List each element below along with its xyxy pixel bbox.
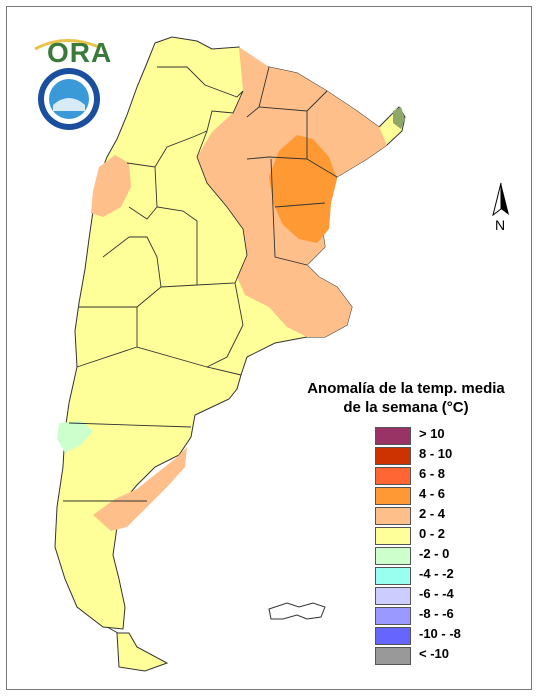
map-frame: ORA N Anomalía de la temp. media de la s… (6, 6, 532, 690)
legend-swatch (375, 627, 411, 645)
legend-swatch (375, 647, 411, 665)
anomaly-neg2-0-patagonia (57, 421, 93, 453)
north-arrow (492, 182, 509, 217)
legend-label: 2 - 4 (419, 506, 446, 521)
legend-item: -10 - -8 (375, 625, 505, 645)
legend-label: -8 - -6 (419, 606, 454, 621)
tierra-del-fuego (116, 632, 169, 672)
legend-item: > 10 (375, 425, 505, 445)
anomaly-4-6-mesopotamia (269, 135, 337, 243)
smn-seal-icon (38, 68, 100, 130)
legend-swatch (375, 487, 411, 505)
legend-swatch (375, 547, 411, 565)
legend-item: 6 - 8 (375, 465, 505, 485)
legend-item: -2 - 0 (375, 545, 505, 565)
legend-swatch (375, 467, 411, 485)
legend-item: 8 - 10 (375, 445, 505, 465)
ora-logo-swoosh (34, 38, 100, 51)
anomaly-2-4-west (91, 155, 131, 217)
legend-label: -2 - 0 (419, 546, 450, 561)
legend-label: 4 - 6 (419, 486, 446, 501)
legend-item: -6 - -4 (375, 585, 505, 605)
legend-item: 2 - 4 (375, 505, 505, 525)
legend-label: -4 - -2 (419, 566, 454, 581)
legend-swatch (375, 507, 411, 525)
anomaly-2-4-south (93, 447, 187, 531)
legend-swatch (375, 567, 411, 585)
legend-label: < -10 (419, 646, 449, 661)
legend-title: Anomalía de la temp. media de la semana … (297, 379, 515, 417)
province-boundaries (63, 66, 338, 668)
malvinas-islands (268, 602, 326, 620)
legend-item: -8 - -6 (375, 605, 505, 625)
legend-item: 4 - 6 (375, 485, 505, 505)
legend-label: -10 - -8 (419, 626, 461, 641)
legend-swatch (375, 447, 411, 465)
ora-logo-text: ORA (47, 37, 113, 68)
legend-swatch (375, 587, 411, 605)
legend-label: > 10 (419, 426, 445, 441)
legend-title-line2: de la semana (°C) (343, 399, 469, 416)
legend-label: 6 - 8 (419, 466, 446, 481)
legend-label: -6 - -4 (419, 586, 454, 601)
legend-label: 0 - 2 (419, 526, 446, 541)
legend-item: -4 - -2 (375, 565, 505, 585)
legend-label: 8 - 10 (419, 446, 453, 461)
argentina-anomaly-map (34, 36, 509, 672)
legend-item: < -10 (375, 645, 505, 665)
legend-swatch (375, 427, 411, 445)
legend-item: 0 - 2 (375, 525, 505, 545)
anomaly-misiones-tip (393, 107, 405, 129)
legend-swatch (375, 527, 411, 545)
north-label: N (495, 217, 506, 233)
legend-swatch (375, 607, 411, 625)
legend-title-line1: Anomalía de la temp. media (307, 380, 505, 397)
